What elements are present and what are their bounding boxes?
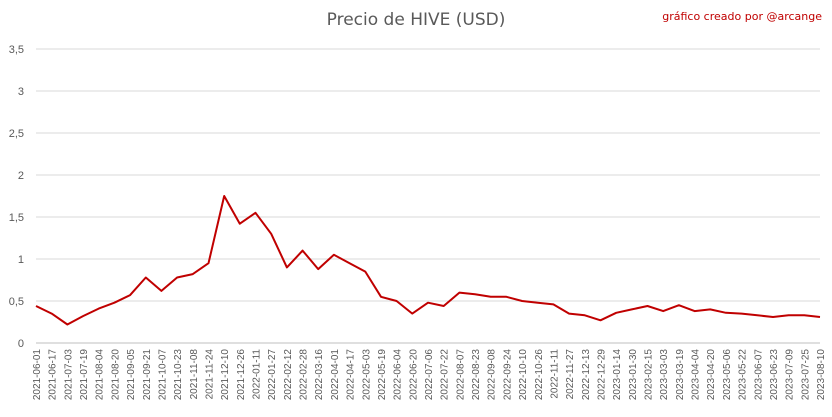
x-tick-label: 2021-10-23	[173, 349, 184, 401]
x-tick-label: 2021-06-17	[48, 349, 59, 401]
x-tick-label: 2023-06-07	[753, 349, 764, 401]
x-tick-label: 2022-04-01	[330, 349, 341, 401]
y-tick-label: 3	[18, 86, 24, 98]
y-tick-label: 2,5	[9, 128, 24, 140]
x-tick-label: 2021-06-01	[32, 349, 43, 401]
x-tick-label: 2022-09-08	[487, 349, 498, 401]
y-tick-label: 1,5	[9, 212, 24, 224]
x-tick-label: 2023-07-25	[800, 349, 811, 401]
y-tick-label: 3,5	[9, 44, 24, 56]
x-tick-label: 2021-08-20	[110, 349, 121, 401]
x-axis-ticks: 2021-06-01 2021-06-17 2021-07-03 2021-07-19…	[32, 349, 827, 401]
x-tick-label: 2023-02-15	[644, 349, 655, 401]
x-tick-label: 2021-12-10	[220, 349, 231, 401]
x-tick-label: 2023-01-14	[612, 349, 623, 401]
x-tick-label: 2022-01-27	[267, 349, 278, 401]
x-tick-label: 2023-07-09	[785, 349, 796, 401]
x-tick-label: 2022-02-12	[283, 349, 294, 401]
x-tick-label: 2021-09-05	[126, 349, 137, 401]
x-tick-label: 2021-11-08	[189, 349, 200, 400]
y-tick-label: 0	[18, 338, 24, 350]
x-tick-label: 2021-07-03	[63, 349, 74, 401]
x-tick-label: 2023-05-22	[738, 349, 749, 401]
x-tick-label: 2021-11-24	[204, 349, 215, 400]
x-tick-label: 2023-04-20	[706, 349, 717, 401]
x-tick-label: 2022-07-06	[424, 349, 435, 401]
x-tick-label: 2023-03-03	[659, 349, 670, 401]
x-tick-label: 2022-05-03	[361, 349, 372, 401]
x-tick-label: 2022-06-04	[393, 349, 404, 401]
x-tick-label: 2023-06-23	[769, 349, 780, 401]
x-tick-label: 2023-05-06	[722, 349, 733, 401]
series-layer	[35, 195, 821, 326]
x-tick-label: 2021-07-19	[79, 349, 90, 401]
x-tick-label: 2023-08-10	[816, 349, 827, 401]
y-tick-label: 0,5	[9, 296, 24, 308]
x-tick-label: 2022-06-20	[408, 349, 419, 401]
y-tick-label: 2	[18, 170, 24, 182]
x-tick-label: 2022-04-17	[346, 349, 357, 401]
x-tick-label: 2022-08-07	[455, 349, 466, 401]
x-tick-label: 2022-03-16	[314, 349, 325, 401]
x-tick-label: 2022-02-28	[299, 349, 310, 401]
x-tick-label: 2023-04-04	[691, 349, 702, 401]
x-tick-label: 2022-11-11	[549, 349, 560, 399]
x-tick-label: 2022-09-24	[502, 349, 513, 401]
x-tick-label: 2023-01-30	[628, 349, 639, 401]
x-tick-label: 2022-11-27	[565, 349, 576, 400]
x-tick-label: 2022-08-23	[471, 349, 482, 401]
x-tick-label: 2022-01-11	[252, 349, 263, 400]
x-tick-label: 2022-05-19	[377, 349, 388, 401]
x-tick-label: 2022-12-29	[596, 349, 607, 401]
x-tick-label: 2022-12-13	[581, 349, 592, 401]
x-tick-label: 2022-10-26	[534, 349, 545, 401]
chart-title: Precio de HIVE (USD)	[326, 10, 506, 30]
x-tick-label: 2022-07-22	[440, 349, 451, 401]
x-tick-label: 2023-03-19	[675, 349, 686, 401]
x-tick-label: 2021-08-04	[95, 349, 106, 401]
gridlines	[36, 48, 820, 344]
y-axis-ticks: 0 0,5 1 1,5 2 2,5 3 3,5	[9, 44, 24, 350]
x-tick-label: 2021-09-21	[142, 349, 153, 401]
x-tick-label: 2021-12-26	[236, 349, 247, 401]
chart-credit: gráfico creado por @arcange	[662, 10, 822, 23]
x-tick-label: 2022-10-10	[518, 349, 529, 401]
series-line	[35, 195, 821, 326]
y-tick-label: 1	[18, 254, 24, 266]
x-tick-label: 2021-10-07	[157, 349, 168, 401]
